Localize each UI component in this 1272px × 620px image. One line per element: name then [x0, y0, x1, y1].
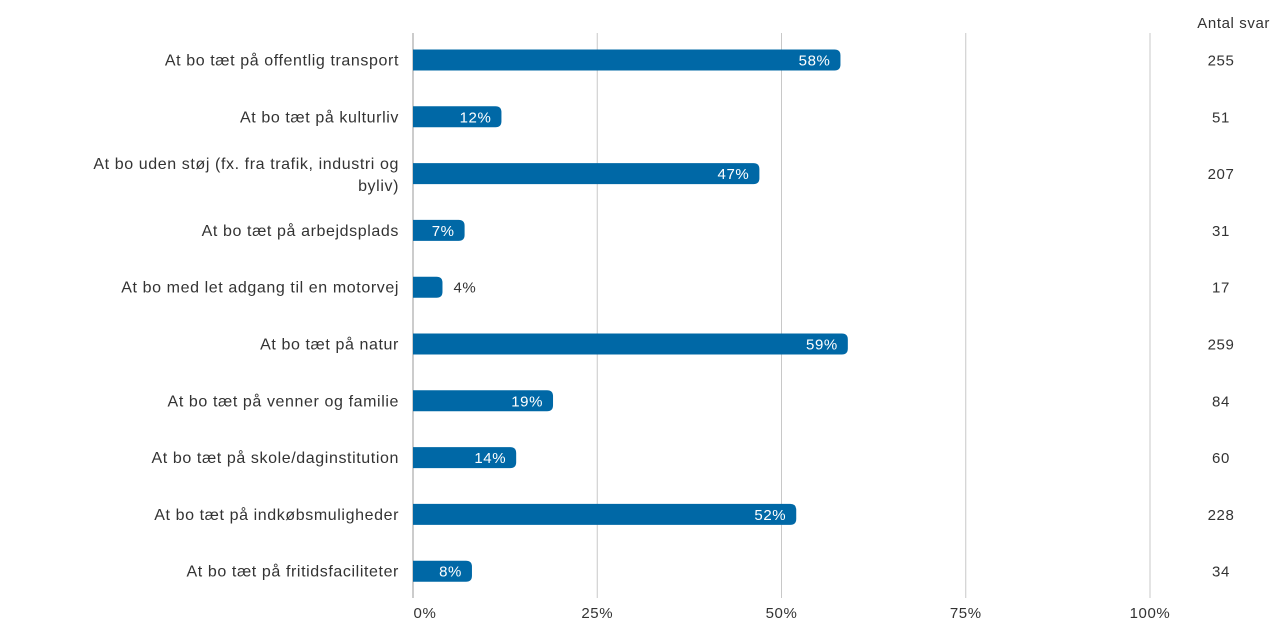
- category-label: At bo tæt på indkøbsmuligheder: [154, 506, 399, 524]
- counts-header: Antal svar: [1197, 15, 1270, 32]
- count-value: 228: [1208, 507, 1235, 524]
- count-value: 17: [1212, 280, 1230, 297]
- bar: [413, 503, 797, 525]
- category-label: At bo tæt på arbejdsplads: [202, 222, 399, 240]
- x-tick-label: 50%: [766, 605, 798, 620]
- count-value: 31: [1212, 223, 1230, 240]
- category-label: At bo tæt på natur: [260, 336, 399, 354]
- category-label: At bo tæt på kulturliv: [240, 108, 399, 126]
- bar: [413, 106, 502, 128]
- data-label: 7%: [432, 223, 455, 240]
- category-label: At bo tæt på skole/daginstitution: [152, 449, 400, 467]
- x-tick-label: 100%: [1130, 605, 1171, 620]
- data-labels: 58% 12% 47% 7% 4% 59% 19% 14% 52% 8%: [432, 53, 838, 581]
- data-label: 4%: [453, 280, 476, 297]
- data-label: 19%: [511, 393, 543, 410]
- count-value: 259: [1208, 337, 1235, 354]
- category-label: At bo med let adgang til en motorvej: [121, 280, 399, 297]
- count-value: 60: [1212, 450, 1230, 467]
- data-label: 12%: [460, 109, 492, 126]
- bar: [413, 447, 517, 469]
- bar: [413, 219, 465, 241]
- bar: [413, 333, 848, 355]
- x-axis-tick-labels: 0% 25% 50% 75% 100%: [414, 605, 1171, 620]
- bar: [413, 390, 554, 412]
- grid-lines: [412, 33, 1151, 598]
- category-label: At bo tæt på offentlig transport: [165, 52, 399, 70]
- count-value: 207: [1208, 166, 1235, 183]
- counts-column: Antal svar 255 51 207 31 17 259 84 60 228 34: [1197, 15, 1270, 581]
- x-tick-label: 0%: [414, 605, 437, 620]
- category-label: At bo tæt på fritidsfaciliteter: [187, 563, 400, 581]
- count-value: 84: [1212, 393, 1230, 410]
- data-label: 47%: [718, 166, 750, 183]
- data-label: 52%: [754, 507, 786, 524]
- data-label: 58%: [799, 53, 831, 70]
- bar: [413, 276, 443, 298]
- x-tick-label: 75%: [950, 605, 982, 620]
- data-label: 59%: [806, 337, 838, 354]
- x-tick-label: 25%: [581, 605, 613, 620]
- count-value: 255: [1208, 53, 1235, 70]
- bar: [413, 163, 760, 185]
- data-label: 14%: [474, 450, 506, 467]
- category-label: At bo tæt på venner og familie: [168, 392, 399, 410]
- bar: [413, 49, 841, 71]
- bars: [413, 49, 848, 582]
- category-label: At bo uden støj (fx. fra trafik, industr…: [93, 156, 399, 195]
- data-label: 8%: [439, 564, 462, 581]
- count-value: 34: [1212, 564, 1230, 581]
- category-labels: At bo tæt på offentlig transport At bo tæ…: [93, 52, 400, 581]
- count-value: 51: [1212, 109, 1230, 126]
- bar: [413, 560, 472, 582]
